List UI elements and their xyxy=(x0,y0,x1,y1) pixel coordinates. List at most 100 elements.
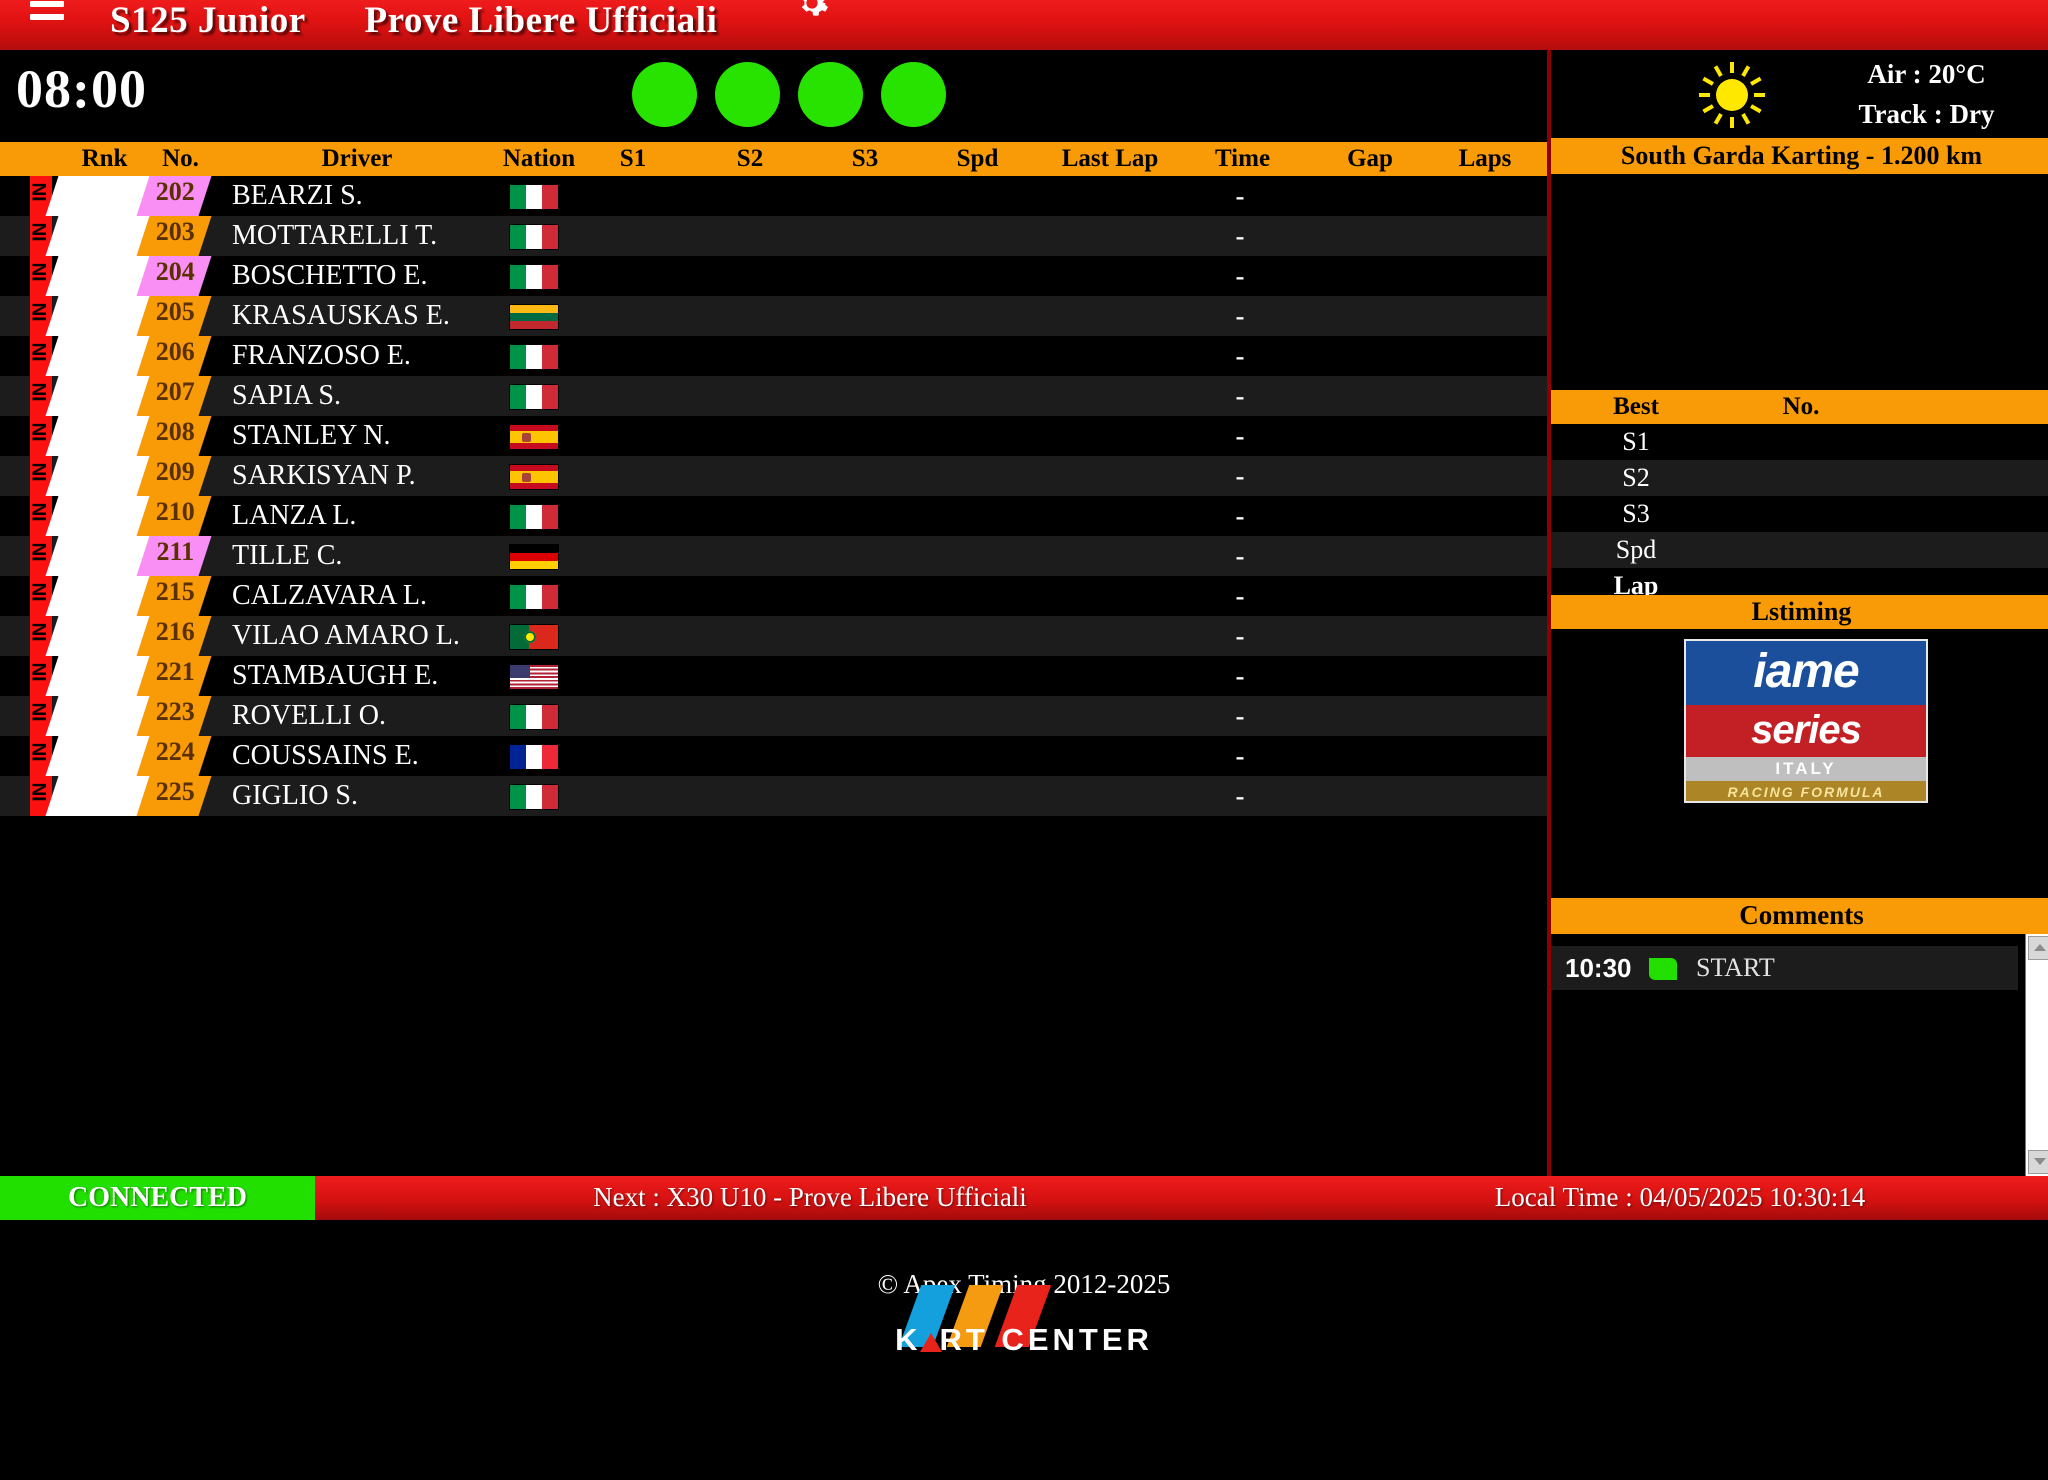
sun-core xyxy=(1716,79,1748,111)
column-header-s2[interactable]: S2 xyxy=(736,145,764,172)
column-header-spd[interactable]: Spd xyxy=(956,145,999,172)
gear-icon[interactable] xyxy=(795,0,829,20)
column-header-time[interactable]: Time xyxy=(1214,145,1271,172)
column-header-s3[interactable]: S3 xyxy=(851,145,879,172)
nation-cell xyxy=(500,336,560,376)
flag-icon-it xyxy=(510,225,558,249)
table-row[interactable]: IN 224 COUSSAINS E. - xyxy=(0,736,1547,776)
flag-icon-it xyxy=(510,785,558,809)
comments-scrollbar[interactable] xyxy=(2025,934,2048,1176)
column-header-gap[interactable]: Gap xyxy=(1347,145,1393,172)
kart-number: 215 xyxy=(155,577,195,606)
flag-icon-it xyxy=(510,585,558,609)
start-light xyxy=(881,62,946,127)
column-header-driver[interactable]: Driver xyxy=(321,145,393,172)
driver-name: KRASAUSKAS E. xyxy=(232,300,450,331)
sun-ray xyxy=(1713,113,1723,125)
sun-ray xyxy=(1713,65,1723,77)
table-row[interactable]: IN 207 SAPIA S. - xyxy=(0,376,1547,416)
nation-cell xyxy=(500,616,560,656)
session-clock-strip: 08:00 xyxy=(0,50,1547,142)
start-light xyxy=(715,62,780,127)
comment-entry: 10:30 START xyxy=(1551,946,2018,990)
column-header-rnk[interactable]: Rnk xyxy=(81,145,128,172)
flag-icon-it xyxy=(510,705,558,729)
side-panel: Air : 20°C Track : Dry South Garda Karti… xyxy=(1547,50,2048,1176)
kart-number: 204 xyxy=(155,257,195,286)
sun-ray xyxy=(1741,113,1751,125)
table-row[interactable]: IN 203 MOTTARELLI T. - xyxy=(0,216,1547,256)
sun-ray xyxy=(1754,93,1765,97)
nation-cell xyxy=(500,296,560,336)
iame-logo-line1: iame xyxy=(1686,641,1926,705)
column-header-last-lap[interactable]: Last Lap xyxy=(1061,145,1159,172)
column-header-no-[interactable]: No. xyxy=(162,145,199,172)
air-temperature: Air : 20°C xyxy=(1867,59,1986,89)
kart-number-badge: 210 xyxy=(136,496,212,536)
nation-cell xyxy=(500,256,560,296)
column-header-laps[interactable]: Laps xyxy=(1458,145,1512,172)
session-clock: 08:00 xyxy=(16,59,147,119)
flag-icon-de xyxy=(510,545,558,569)
table-row[interactable]: IN 210 LANZA L. - xyxy=(0,496,1547,536)
best-no-col-label: No. xyxy=(1782,393,1820,420)
in-pit-badge: IN xyxy=(30,696,52,736)
weather-box: Air : 20°C Track : Dry xyxy=(1551,50,2048,138)
sun-ray xyxy=(1702,104,1714,114)
best-label: S1 xyxy=(1622,427,1650,456)
flag-icon-it xyxy=(510,385,558,409)
status-bar: CONNECTED Next : X30 U10 - Prove Libere … xyxy=(0,1176,2048,1220)
total-time-cell: - xyxy=(1235,261,1245,291)
flag-icon-us xyxy=(510,665,558,689)
hamburger-bar xyxy=(30,1,64,7)
iame-series-logo: iame series ITALY RACING FORMULA xyxy=(1684,639,1928,803)
table-row[interactable]: IN 215 CALZAVARA L. - xyxy=(0,576,1547,616)
hamburger-menu-icon[interactable] xyxy=(30,0,64,20)
nation-cell xyxy=(500,496,560,536)
flag-icon-it xyxy=(510,185,558,209)
kart-number: 211 xyxy=(156,537,195,566)
scroll-down-button[interactable] xyxy=(2028,1150,2048,1174)
kart-number: 216 xyxy=(155,617,195,646)
start-light xyxy=(632,62,697,127)
total-time-cell: - xyxy=(1235,341,1245,371)
table-row[interactable]: IN 216 VILAO AMARO L. - xyxy=(0,616,1547,656)
kart-number: 225 xyxy=(155,777,195,806)
green-flag-icon xyxy=(1649,958,1677,980)
table-row[interactable]: IN 209 SARKISYAN P. - xyxy=(0,456,1547,496)
track-condition: Track : Dry xyxy=(1858,99,1995,129)
kart-number-badge: 216 xyxy=(136,616,212,656)
best-label: Spd xyxy=(1615,535,1657,564)
table-row[interactable]: IN 211 TILLE C. - xyxy=(0,536,1547,576)
driver-name: TILLE C. xyxy=(232,540,343,571)
table-row[interactable]: IN 225 GIGLIO S. - xyxy=(0,776,1547,816)
in-pit-badge: IN xyxy=(30,416,52,456)
table-row[interactable]: IN 202 BEARZI S. - xyxy=(0,176,1547,216)
best-col-label: Best xyxy=(1613,393,1659,420)
brand-left: K xyxy=(895,1322,922,1357)
kart-number-badge: 215 xyxy=(136,576,212,616)
table-row[interactable]: IN 223 ROVELLI O. - xyxy=(0,696,1547,736)
table-row[interactable]: IN 205 KRASAUSKAS E. - xyxy=(0,296,1547,336)
sponsor-logo-box: iame series ITALY RACING FORMULA xyxy=(1551,629,2048,803)
kart-number-badge: 204 xyxy=(136,256,212,296)
nation-cell xyxy=(500,176,560,216)
driver-name: STANLEY N. xyxy=(232,420,391,451)
sun-ray xyxy=(1750,76,1762,86)
timing-table-header: Rnk No. Driver Nation S1 S2 S3 Spd Last Lap Time G… xyxy=(0,142,1547,176)
column-header-s1[interactable]: S1 xyxy=(619,145,647,172)
local-time-label: Local Time : 04/05/2025 10:30:14 xyxy=(1494,1182,1866,1212)
column-header-nation[interactable]: Nation xyxy=(502,145,576,172)
kart-number-badge: 202 xyxy=(136,176,212,216)
total-time-cell: - xyxy=(1235,301,1245,331)
kart-number: 223 xyxy=(155,697,195,726)
page-title: S125 Junior Prove Libere Ufficiali xyxy=(110,0,1510,48)
table-row[interactable]: IN 204 BOSCHETTO E. - xyxy=(0,256,1547,296)
in-pit-badge: IN xyxy=(30,776,52,816)
table-row[interactable]: IN 221 STAMBAUGH E. - xyxy=(0,656,1547,696)
best-row-s2: S2 xyxy=(1551,460,2048,496)
table-row[interactable]: IN 208 STANLEY N. - xyxy=(0,416,1547,456)
scroll-up-button[interactable] xyxy=(2028,936,2048,960)
table-row[interactable]: IN 206 FRANZOSO E. - xyxy=(0,336,1547,376)
driver-name: GIGLIO S. xyxy=(232,780,358,811)
